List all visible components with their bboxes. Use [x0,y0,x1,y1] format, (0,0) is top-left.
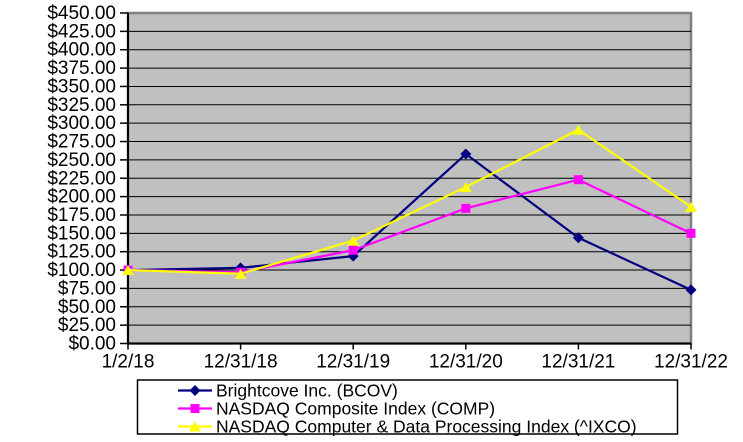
x-axis-tick-label: 12/31/19 [316,352,390,373]
series-line-ixco [127,128,692,275]
series-marker-bcov [460,148,472,160]
y-axis-tick-label: $325.00 [47,95,116,116]
legend-marker-comp [190,404,200,413]
series-marker-ixco [685,201,697,212]
legend-label-comp: NASDAQ Composite Index (COMP) [216,399,495,419]
y-axis-tick-label: $350.00 [47,76,116,97]
y-axis-tick-label: $450.00 [47,3,116,24]
series-marker-comp [686,228,696,238]
x-axis-tick-label: 12/31/18 [204,352,278,373]
y-axis-tick-label: $100.00 [47,260,116,281]
y-axis-tick-label: $275.00 [47,132,116,153]
series-marker-comp [348,245,358,255]
y-axis-tick-label: $400.00 [47,40,116,61]
series-line-bcov [127,152,692,291]
legend-label-bcov: Brightcove Inc. (BCOV) [216,381,398,401]
series-marker-bcov [572,232,584,244]
series-marker-bcov [685,284,697,296]
legend-marker-ixco [189,421,201,432]
series-marker-ixco [572,124,585,135]
y-axis-tick-label: $25.00 [58,315,116,336]
series-marker-comp [461,203,471,213]
series-marker-comp [573,175,583,185]
x-axis-tick-label: 1/2/18 [102,352,155,373]
y-axis-tick-label: $375.00 [47,58,116,79]
y-axis-tick-label: $425.00 [47,21,116,42]
y-axis-tick-label: $150.00 [47,223,116,244]
y-axis-tick-label: $250.00 [47,150,116,171]
y-axis-tick-label: $175.00 [47,205,116,226]
series-line-comp [127,178,692,274]
y-axis-tick-label: $0.00 [68,334,116,355]
x-axis-tick-label: 12/31/21 [541,352,615,373]
series-marker-ixco [347,235,360,246]
y-axis-tick-label: $300.00 [47,113,116,134]
series-marker-ixco [459,182,472,193]
legend-marker-bcov [189,385,201,396]
y-axis-tick-label: $50.00 [58,297,116,318]
series-marker-ixco [234,268,247,279]
y-axis-tick-label: $75.00 [58,278,116,299]
y-axis-tick-label: $200.00 [47,187,116,208]
y-axis-tick-label: $225.00 [47,168,116,189]
legend-box [136,379,679,435]
legend-label-ixco: NASDAQ Computer & Data Processing Index … [216,417,637,437]
x-axis-tick-label: 12/31/22 [654,352,728,373]
series-marker-ixco [122,265,134,276]
y-axis-tick-label: $125.00 [47,242,116,263]
x-axis-tick-label: 12/31/20 [429,352,503,373]
